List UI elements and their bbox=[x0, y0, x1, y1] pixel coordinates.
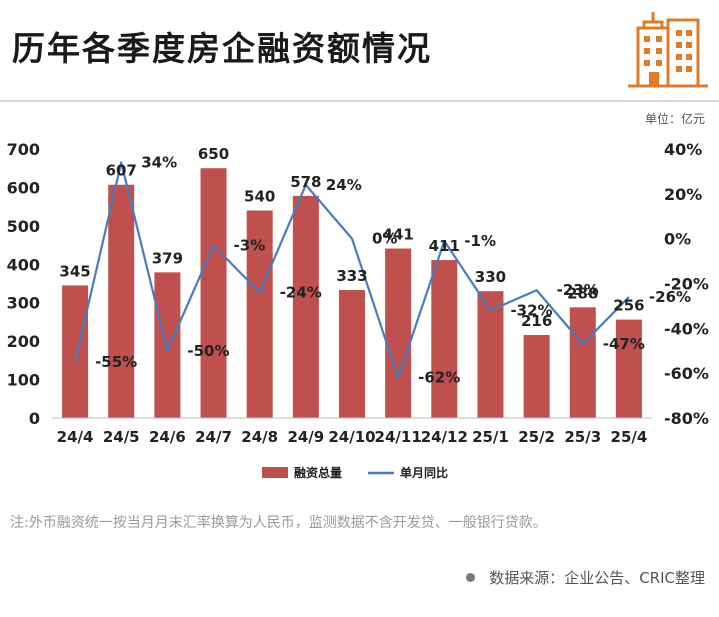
y-right-tick-label: -60% bbox=[664, 364, 709, 383]
footnote: 注:外币融资统一按当月月末汇率换算为人民币，监测数据不含开发贷、一般银行贷款。 bbox=[10, 515, 547, 531]
yoy-value-label: 0% bbox=[372, 230, 397, 248]
bar bbox=[246, 210, 273, 418]
y-right-tick-label: 0% bbox=[664, 230, 691, 249]
y-left-tick-label: 700 bbox=[7, 140, 40, 159]
bar bbox=[108, 184, 135, 418]
y-left-tick-label: 0 bbox=[29, 409, 40, 428]
header-divider bbox=[0, 100, 719, 102]
yoy-value-label: -24% bbox=[280, 283, 322, 301]
bar-value-label: 330 bbox=[475, 268, 506, 286]
bar bbox=[385, 248, 412, 418]
legend-bar-label: 融资总量 bbox=[294, 465, 342, 480]
bar-value-label: 333 bbox=[336, 267, 367, 285]
unit-label: 单位：亿元 bbox=[644, 112, 705, 126]
bar-value-label: 411 bbox=[429, 237, 460, 255]
x-tick-label: 25/3 bbox=[564, 428, 601, 446]
yoy-value-label: -3% bbox=[234, 236, 266, 254]
y-left-tick-label: 400 bbox=[7, 255, 40, 274]
bar-value-label: 379 bbox=[152, 249, 183, 267]
bar-value-label: 256 bbox=[613, 297, 644, 315]
y-right-tick-label: 20% bbox=[664, 185, 702, 204]
y-left-tick-label: 500 bbox=[7, 217, 40, 236]
header: 历年各季度房企融资额情况 bbox=[0, 0, 719, 96]
bar bbox=[200, 168, 227, 418]
bar-value-label: 650 bbox=[198, 145, 229, 163]
yoy-value-label: -55% bbox=[95, 353, 137, 371]
yoy-value-label: -32% bbox=[510, 301, 552, 319]
yoy-value-label: 24% bbox=[326, 176, 362, 194]
x-tick-label: 24/10 bbox=[328, 428, 375, 446]
x-tick-label: 25/4 bbox=[611, 428, 648, 446]
x-tick-label: 24/4 bbox=[57, 428, 94, 446]
bar-value-label: 288 bbox=[567, 284, 598, 302]
yoy-value-label: -1% bbox=[464, 232, 496, 250]
yoy-value-label: -50% bbox=[187, 342, 229, 360]
yoy-line bbox=[74, 161, 630, 379]
bar bbox=[292, 195, 319, 418]
y-right-tick-label: -80% bbox=[664, 409, 709, 428]
x-tick-label: 24/8 bbox=[241, 428, 278, 446]
bar-value-label: 578 bbox=[290, 173, 321, 191]
yoy-value-label: -23% bbox=[557, 281, 599, 299]
y-right-tick-label: 40% bbox=[664, 140, 702, 159]
bar-value-label: 345 bbox=[59, 262, 90, 280]
combo-chart: 0 100 200 300 400 500 600 700 -80% -60% -40% -20% 0%… bbox=[7, 140, 709, 480]
legend-line-label: 单月同比 bbox=[400, 465, 448, 480]
bar bbox=[569, 307, 596, 418]
x-tick-label: 25/2 bbox=[518, 428, 555, 446]
x-tick-label: 24/9 bbox=[287, 428, 324, 446]
bar bbox=[339, 290, 365, 418]
bar-value-label: 540 bbox=[244, 187, 275, 205]
x-tick-label: 24/11 bbox=[375, 428, 422, 446]
bar-value-label: 607 bbox=[106, 162, 137, 180]
x-tick-label: 24/6 bbox=[149, 428, 186, 446]
yoy-value-label: -47% bbox=[603, 335, 645, 353]
y-right-tick-label: -40% bbox=[664, 319, 709, 338]
y-left-tick-label: 200 bbox=[7, 332, 40, 351]
x-tick-label: 25/1 bbox=[472, 428, 509, 446]
yoy-value-label: 34% bbox=[141, 153, 177, 171]
legend-bar-swatch bbox=[262, 467, 288, 478]
page-title: 历年各季度房企融资额情况 bbox=[12, 29, 432, 68]
bar bbox=[62, 285, 89, 418]
x-tick-label: 24/12 bbox=[421, 428, 468, 446]
bar bbox=[477, 291, 504, 418]
x-tick-label: 24/7 bbox=[195, 428, 232, 446]
y-right-tick-label: -20% bbox=[664, 275, 709, 294]
y-left-tick-label: 300 bbox=[7, 294, 40, 313]
bar-value-label: 441 bbox=[382, 226, 413, 244]
x-tick-label: 24/5 bbox=[103, 428, 140, 446]
source-line: 数据来源：企业公告、CRIC整理 bbox=[466, 567, 705, 588]
yoy-value-label: -26% bbox=[649, 288, 691, 306]
source-text: 数据来源：企业公告、CRIC整理 bbox=[489, 569, 705, 587]
y-left-tick-label: 100 bbox=[7, 371, 40, 390]
building-logo-icon bbox=[628, 12, 708, 88]
bar bbox=[431, 260, 458, 418]
bar bbox=[615, 319, 642, 418]
bullet-icon bbox=[466, 573, 476, 582]
yoy-value-label: -62% bbox=[418, 369, 460, 387]
bar-value-label: 216 bbox=[521, 312, 552, 330]
bar bbox=[154, 272, 181, 418]
y-left-tick-label: 600 bbox=[7, 178, 40, 197]
bar bbox=[523, 334, 550, 418]
